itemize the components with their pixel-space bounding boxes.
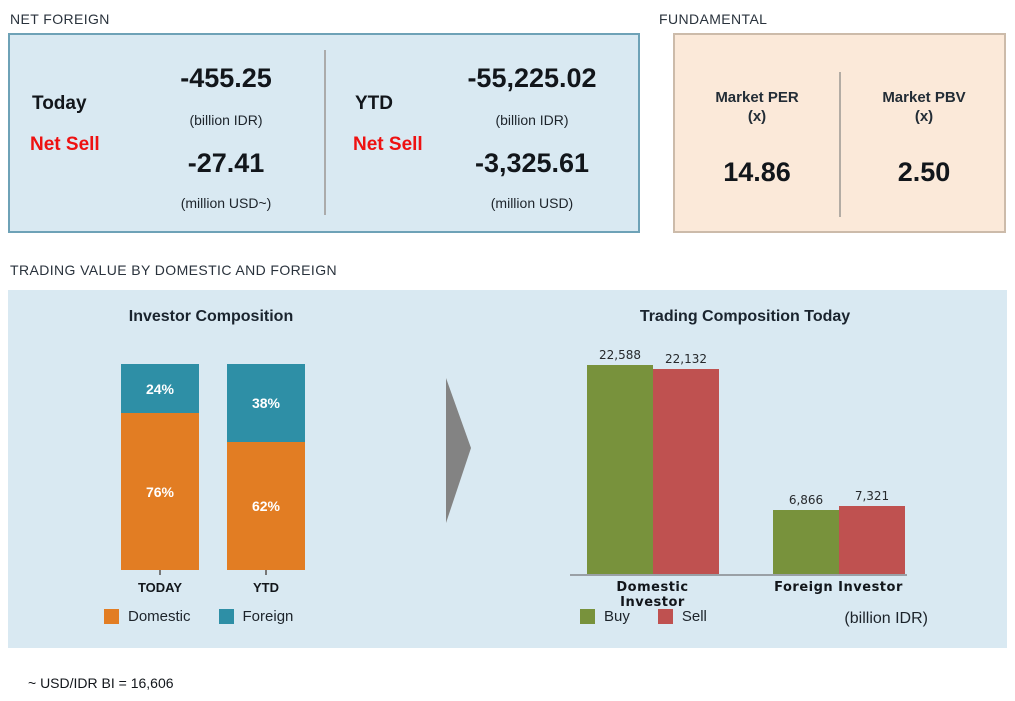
foreign-investor-bars: 6,866 7,321 [773,348,905,574]
buy-legend-swatch [580,609,595,624]
net-foreign-section-title: NET FOREIGN [10,11,110,27]
net-foreign-ytd-block: YTD Net Sell -55,225.02 (billion IDR) -3… [327,35,638,231]
today-foreign-segment: 24% [121,364,199,414]
ytd-domestic-segment: 62% [227,442,305,570]
today-axis-tick [159,570,161,575]
ytd-foreign-segment: 38% [227,364,305,443]
market-pbv-label: Market PBV (x) [842,88,1006,126]
market-pbv-unit: (x) [914,108,934,125]
foreign-legend-swatch [218,609,234,624]
trading-section-title: TRADING VALUE BY DOMESTIC AND FOREIGN [10,262,337,278]
ytd-idr-unit: (billion IDR) [495,112,569,128]
investor-composition-chart: 24% 76% 38% 62% [121,364,305,575]
foreign-sell-value: 7,321 [854,489,890,503]
today-usd-unit: (million USD~) [180,195,272,211]
trading-composition-chart: 22,588 22,132 6,866 7,321 [570,340,907,576]
market-pbv-cell: Market PBV (x) 2.50 [842,35,1006,231]
fundamental-section-title: FUNDAMENTAL [659,11,768,27]
domestic-investor-label: Domestic Investor [616,580,689,610]
today-domestic-segment: 76% [121,413,199,570]
today-foreign-pct: 24% [145,380,175,397]
foreign-investor-label: Foreign Investor [774,580,903,595]
domestic-sell-wrap: 22,132 [653,348,719,574]
market-per-label: Market PER (x) [675,88,839,126]
domestic-sell-bar [653,369,719,574]
market-per-value: 14.86 [723,157,791,187]
today-idr-value: -455.25 [180,63,272,93]
domestic-legend-swatch [104,609,119,624]
trading-composition-legend: Buy Sell [580,608,707,625]
market-pbv-value: 2.50 [897,157,951,187]
foreign-legend-label: Foreign [242,608,294,625]
today-period-label: Today [32,93,87,114]
ytd-usd-value: -3,325.61 [474,148,590,178]
ytd-axis-tick [265,570,267,575]
market-per-cell: Market PER (x) 14.86 [675,35,839,231]
ytd-foreign-pct: 38% [251,395,281,412]
ytd-period-label: YTD [355,93,393,114]
domestic-buy-bar [587,365,653,574]
foreign-sell-bar [839,506,905,574]
today-usd-value: -27.41 [187,148,265,178]
market-pbv-label-text: Market PBV [882,89,966,106]
today-domestic-pct: 76% [145,483,175,500]
flow-arrow-icon [446,378,471,523]
domestic-investor-bars: 22,588 22,132 [587,348,719,574]
ytd-net-sell-label: Net Sell [353,134,423,155]
foreign-buy-wrap: 6,866 [773,348,839,574]
billion-idr-unit-label: (billion IDR) [844,610,928,627]
ytd-values: -55,225.02 (billion IDR) -3,325.61 (mill… [432,35,632,231]
net-foreign-divider [324,50,326,215]
today-category-label: TODAY [137,580,183,595]
foreign-buy-bar [773,510,839,574]
domestic-sell-value: 22,132 [665,352,707,366]
ytd-idr-value: -55,225.02 [467,63,597,93]
trading-composition-title: Trading Composition Today [639,308,851,325]
investor-composition-title: Investor Composition [128,308,294,325]
ytd-domestic-pct: 62% [251,498,281,515]
ytd-category-label: YTD [253,580,279,595]
foreign-buy-value: 6,866 [788,493,824,507]
net-foreign-panel: Today Net Sell -455.25 (billion IDR) -27… [8,33,640,233]
sell-legend-label: Sell [681,608,707,625]
domestic-buy-value: 22,588 [599,348,641,362]
buy-legend-label: Buy [604,608,630,625]
fundamental-divider [839,72,841,217]
sell-legend-swatch [657,609,673,624]
trading-panel: Investor Composition 24% 76% 38% 62% TOD… [8,290,1007,648]
today-idr-unit: (billion IDR) [189,112,263,128]
net-foreign-today-block: Today Net Sell -455.25 (billion IDR) -27… [10,35,324,231]
domestic-buy-wrap: 22,588 [587,348,653,574]
domestic-legend-label: Domestic [128,608,191,625]
stacked-bar-today: 24% 76% [121,364,199,570]
usd-idr-footnote: ~ USD/IDR BI = 16,606 [28,675,174,691]
investor-composition-legend: Domestic Foreign [104,608,293,625]
market-per-unit: (x) [747,108,767,125]
stacked-bar-ytd: 38% 62% [227,364,305,570]
ytd-usd-unit: (million USD) [490,195,574,211]
fundamental-panel: Market PER (x) 14.86 Market PBV (x) 2.50 [673,33,1006,233]
market-per-label-text: Market PER [715,89,799,106]
foreign-sell-wrap: 7,321 [839,348,905,574]
today-net-sell-label: Net Sell [30,134,100,155]
today-values: -455.25 (billion IDR) -27.41 (million US… [128,35,324,231]
